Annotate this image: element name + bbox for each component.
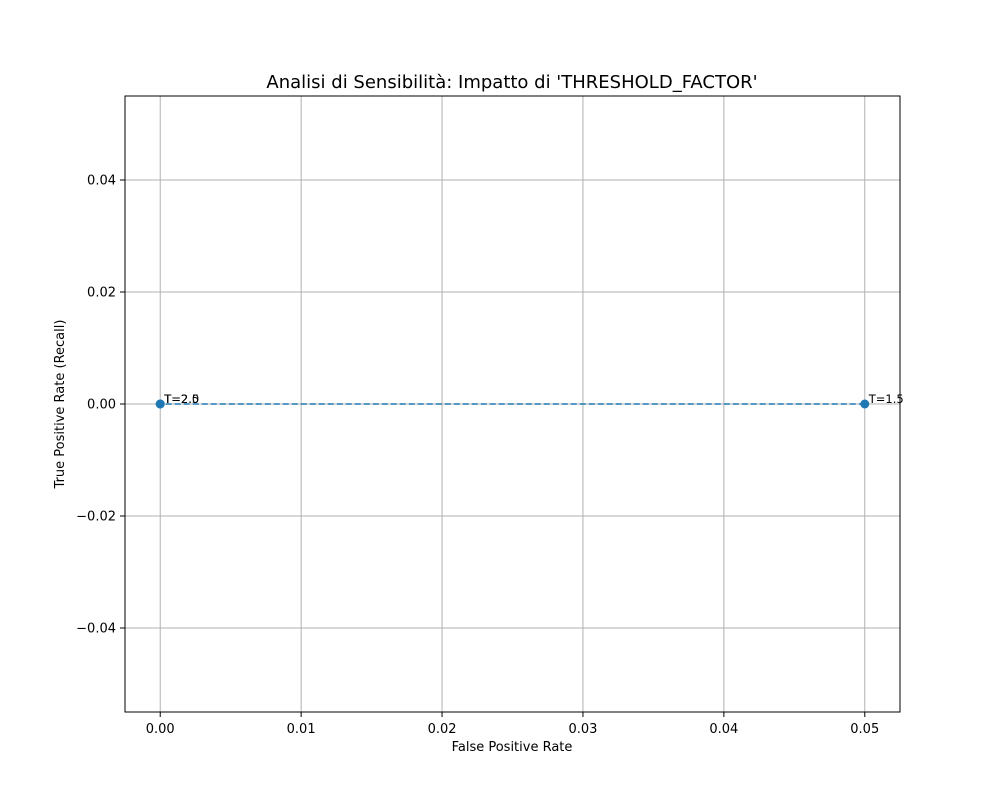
y-tick-label: 0.04 — [87, 174, 116, 189]
y-tick-label: −0.04 — [76, 622, 116, 637]
x-tick-label: 0.00 — [146, 722, 175, 737]
data-point-marker — [860, 399, 870, 409]
y-tick-label: −0.02 — [76, 510, 116, 525]
tick-layer: 0.00 0.01 0.02 0.03 0.04 0.05 −0.04 −0.02 0.00 0.… — [76, 174, 879, 738]
x-tick-label: 0.03 — [568, 722, 597, 737]
point-label-layer: T=1.5 T=2.0T=2.5 — [163, 392, 903, 406]
x-tick-label: 0.01 — [287, 722, 316, 737]
data-point-marker — [155, 399, 165, 409]
y-tick-label: 0.02 — [87, 286, 116, 301]
data-point-label: T=1.5 — [868, 392, 904, 406]
x-tick-label: 0.04 — [709, 722, 738, 737]
x-axis-label: False Positive Rate — [452, 740, 573, 755]
y-axis-label: True Positive Rate (Recall) — [53, 320, 68, 490]
series-layer — [155, 399, 870, 409]
x-tick-label: 0.05 — [850, 722, 879, 737]
data-point-label: T=2.5 — [163, 392, 199, 406]
y-tick-label: 0.00 — [87, 398, 116, 413]
x-tick-label: 0.02 — [428, 722, 457, 737]
data-point-label: T=2.0 — [163, 392, 199, 406]
chart-title: Analisi di Sensibilità: Impatto di 'THRE… — [266, 72, 757, 93]
